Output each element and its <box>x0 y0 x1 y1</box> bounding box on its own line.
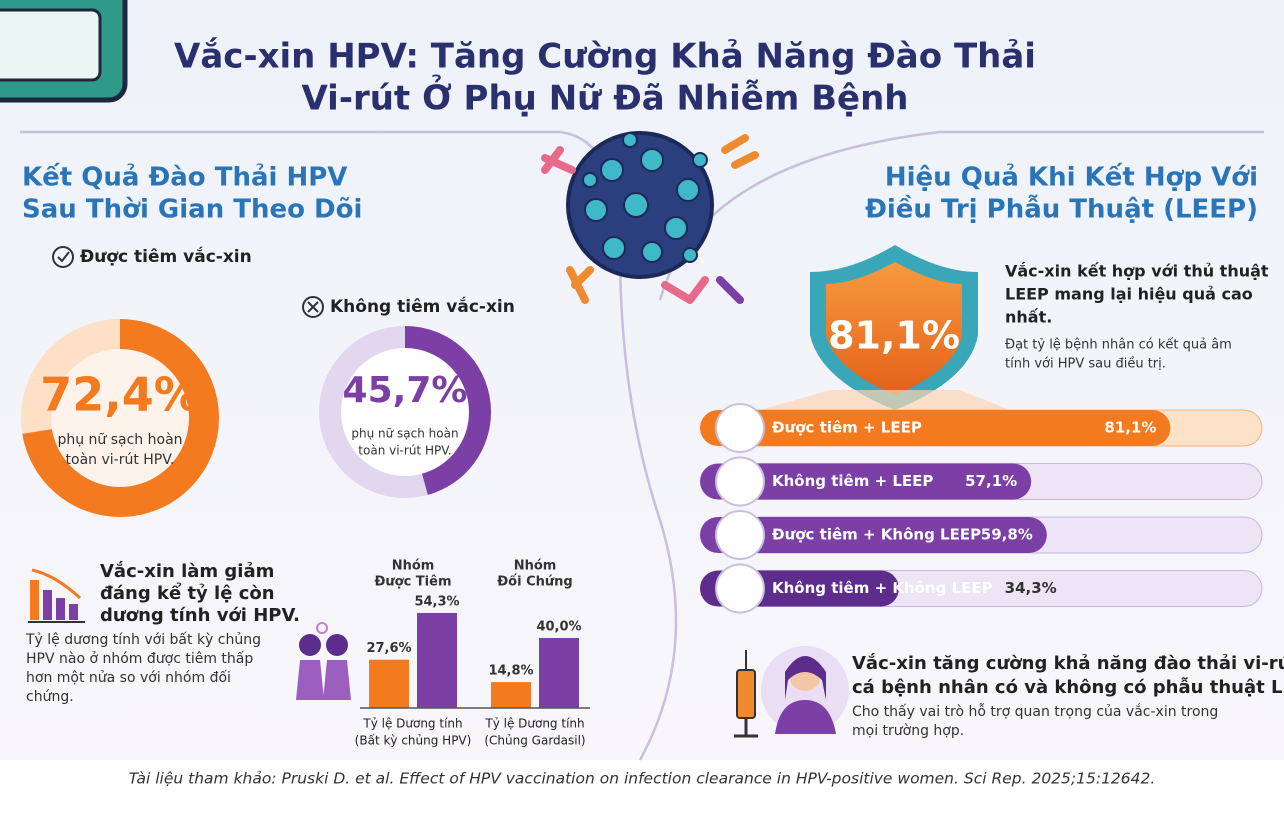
background <box>0 0 1284 760</box>
body-text: chứng. <box>26 689 74 705</box>
bar <box>491 682 531 708</box>
group-header: Đối Chứng <box>497 575 572 590</box>
shield-value: 81,1% <box>828 314 960 358</box>
reference: Tài liệu tham khảo: Pruski D. et al. Eff… <box>129 770 1156 788</box>
cross-icon <box>302 296 324 318</box>
corner-deco <box>0 8 102 82</box>
bar-value-label: 59,8% <box>981 526 1033 544</box>
summary-text: nhất. <box>1005 308 1052 327</box>
bar-name: Không tiêm + Không LEEP <box>772 579 993 597</box>
bar <box>700 463 1032 500</box>
bar-name: Được tiêm + Không LEEP <box>772 526 981 544</box>
subheading: Vắc-xin làm giảm <box>100 561 274 582</box>
bar-value-label: 81,1% <box>1104 419 1156 437</box>
x-category-label: Tỷ lệ Dương tính <box>484 717 584 731</box>
body-text: Tỷ lệ dương tính với bất kỳ chủng <box>25 632 261 648</box>
section-heading: Kết Quả Đào Thải HPV <box>22 162 347 193</box>
row-icon <box>715 510 765 560</box>
donut-caption: toàn vi-rút HPV. <box>358 444 451 458</box>
conclusion-text: mọi trường hợp. <box>852 723 964 739</box>
bar-value-label: 57,1% <box>965 472 1017 490</box>
bar-value-label: 34,3% <box>1005 579 1057 597</box>
summary-text: LEEP mang lại hiệu quả cao <box>1005 285 1253 304</box>
x-category-label: (Bất kỳ chủng HPV) <box>355 734 472 748</box>
women-icon <box>296 622 351 700</box>
group-label: Được tiêm vắc-xin <box>80 246 252 267</box>
group-label: Không tiêm vắc-xin <box>330 296 515 317</box>
bar <box>700 517 1047 553</box>
subheading: đáng kể tỷ lệ còn <box>100 582 275 604</box>
row-icon <box>715 456 765 507</box>
subheading: dương tính với HPV. <box>100 605 300 626</box>
bar <box>539 638 579 708</box>
donut-caption: phụ nữ sạch hoàn <box>57 432 182 448</box>
decline-icon <box>28 568 85 623</box>
bar-value-label: 54,3% <box>414 594 459 609</box>
donut-arc <box>319 326 491 498</box>
bar <box>700 410 1171 446</box>
conclusion-heading: cá bệnh nhân có và không có phẫu thuật L… <box>852 676 1284 698</box>
group-header: Được Tiêm <box>375 575 452 590</box>
bar-value-label: 14,8% <box>488 664 533 679</box>
donut-arc <box>21 319 219 517</box>
conclusion-heading: Vắc-xin tăng cường khả năng đào thải vi-… <box>852 653 1284 674</box>
detail-text: tính với HPV sau điều trị. <box>1005 357 1166 372</box>
virus-illustration <box>541 131 759 304</box>
cross-icon <box>307 301 319 313</box>
bar-name: Không tiêm + LEEP <box>772 472 933 490</box>
row-icon <box>715 563 765 614</box>
detail-text: Đạt tỷ lệ bệnh nhân có kết quả âm <box>1005 338 1232 353</box>
bar <box>369 659 409 708</box>
body-text: hơn một nửa so với nhóm đối <box>26 669 231 686</box>
x-category-label: Tỷ lệ Dương tính <box>362 717 462 731</box>
bar-value-label: 40,0% <box>536 620 581 635</box>
summary-text: Vắc-xin kết hợp với thủ thuật <box>1005 262 1269 281</box>
row-icon <box>715 403 765 453</box>
bar-value-label: 27,6% <box>366 641 411 656</box>
shield <box>760 245 1010 410</box>
bar-name: Được tiêm + LEEP <box>772 419 922 437</box>
patient-icon <box>761 646 849 734</box>
group-header: Nhóm <box>392 559 435 574</box>
donut-value: 45,7% <box>343 370 468 411</box>
bar <box>417 612 457 708</box>
check-icon <box>52 246 74 268</box>
group-header: Nhóm <box>514 559 557 574</box>
check-icon <box>57 251 70 263</box>
donut-value: 72,4% <box>40 368 200 422</box>
x-category-label: (Chủng Gardasil) <box>484 734 585 748</box>
section-heading: Điều Trị Phẫu Thuật (LEEP) <box>865 194 1258 225</box>
section-heading: Hiệu Quả Khi Kết Hợp Với <box>885 162 1258 193</box>
donut-caption: phụ nữ sạch hoàn <box>351 427 458 441</box>
title: Vi-rút Ở Phụ Nữ Đã Nhiễm Bệnh <box>301 75 908 119</box>
donut-caption: toàn vi-rút HPV. <box>66 452 175 468</box>
syringe-icon <box>734 650 758 738</box>
conclusion-text: Cho thấy vai trò hỗ trợ quan trọng của v… <box>852 703 1218 720</box>
body-text: HPV nào ở nhóm được tiêm thấp <box>26 651 253 667</box>
title: Vắc-xin HPV: Tăng Cường Khả Năng Đào Thả… <box>174 37 1036 77</box>
section-heading: Sau Thời Gian Theo Dõi <box>22 195 362 225</box>
footer-band <box>0 760 1284 840</box>
